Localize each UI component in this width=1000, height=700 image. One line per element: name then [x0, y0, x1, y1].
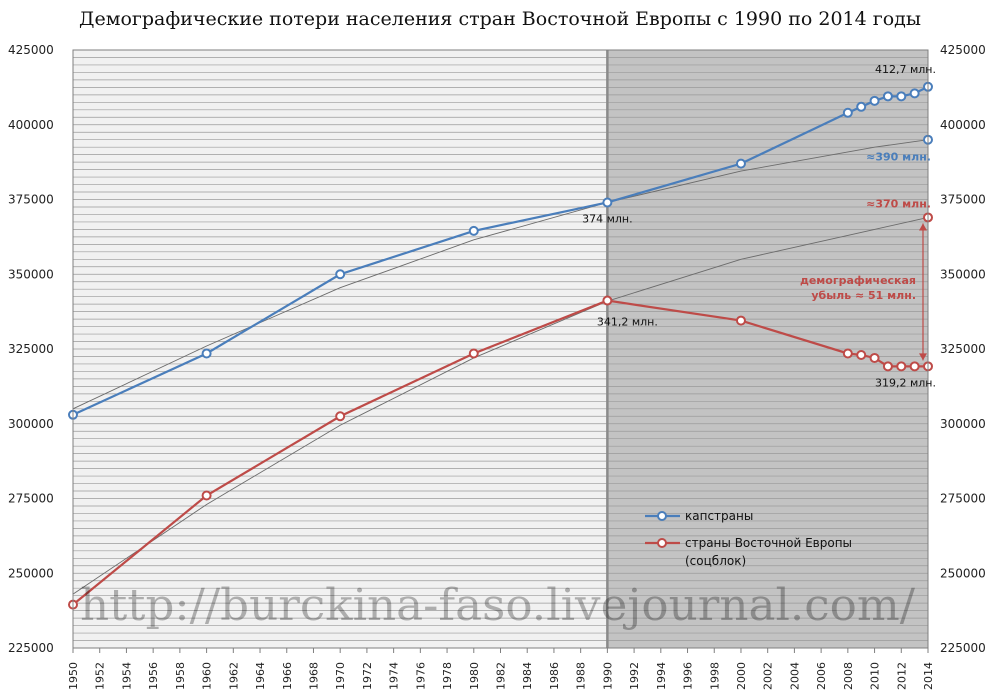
watermark-text: http://burckina-faso.livejournal.com/ [80, 580, 915, 631]
loss-arrow-head-top [919, 223, 927, 231]
x-tick-label: 1992 [628, 662, 641, 690]
y-tick-label-right: 300000 [940, 417, 986, 431]
legend-swatch-marker [657, 511, 667, 521]
data-point [909, 88, 920, 99]
data-point [856, 349, 867, 360]
y-tick-label-right: 275000 [940, 492, 986, 506]
data-point [856, 101, 867, 112]
data-point [335, 411, 346, 422]
data-point [602, 295, 613, 306]
legend-label: капстраны [685, 509, 753, 523]
y-tick-label-left: 300000 [8, 417, 54, 431]
y-tick-label-left: 350000 [8, 267, 54, 281]
x-tick-label: 1990 [601, 662, 614, 690]
x-tick-label: 1960 [201, 662, 214, 690]
legend-swatch-marker [657, 538, 667, 548]
y-tick-label-left: 325000 [8, 342, 54, 356]
y-tick-label-left: 250000 [8, 566, 54, 580]
x-tick-label: 1964 [254, 662, 267, 690]
legend-label: страны Восточной Европы [685, 536, 852, 550]
y-tick-label-right: 325000 [940, 342, 986, 356]
value-annotation: 341,2 млн. [597, 316, 658, 329]
trend-curve [72, 217, 929, 595]
x-tick-label: 1974 [388, 662, 401, 690]
data-point [735, 315, 746, 326]
data-point [882, 91, 893, 102]
x-tick-label: 1980 [468, 662, 481, 690]
x-tick-label: 2004 [788, 662, 801, 690]
y-tick-label-left: 225000 [8, 641, 54, 655]
x-tick-label: 1968 [307, 662, 320, 690]
y-tick-label-right: 400000 [940, 118, 986, 132]
data-point [882, 361, 893, 372]
x-tick-label: 2006 [815, 662, 828, 690]
x-tick-label: 1970 [334, 662, 347, 690]
data-point [869, 95, 880, 106]
x-tick-label: 1988 [575, 662, 588, 690]
data-point [201, 348, 212, 359]
y-tick-label-left: 275000 [8, 492, 54, 506]
data-point [896, 91, 907, 102]
y-tick-label-left: 425000 [8, 43, 54, 57]
projection-label: ≈390 млн. [866, 151, 931, 164]
y-tick-label-left: 400000 [8, 118, 54, 132]
data-point [602, 197, 613, 208]
x-tick-label: 1994 [655, 662, 668, 690]
y-tick-label-right: 225000 [940, 641, 986, 655]
data-point [909, 361, 920, 372]
x-tick-label: 1966 [281, 662, 294, 690]
x-tick-label: 1996 [682, 662, 695, 690]
x-tick-label: 1972 [361, 662, 374, 690]
data-point [869, 352, 880, 363]
y-tick-label-right: 250000 [940, 566, 986, 580]
data-point [896, 361, 907, 372]
x-tick-label: 1984 [521, 662, 534, 690]
y-tick-label-left: 375000 [8, 193, 54, 207]
y-tick-label-right: 425000 [940, 43, 986, 57]
chart-title: Демографические потери населения стран В… [79, 8, 921, 30]
loss-arrow-head-bottom [919, 353, 927, 361]
data-point [842, 107, 853, 118]
data-point [335, 269, 346, 280]
x-tick-label: 1978 [441, 662, 454, 690]
projection-label: ≈370 млн. [866, 197, 931, 210]
value-annotation: 412,7 млн. [875, 63, 936, 76]
x-tick-label: 1952 [94, 662, 107, 690]
x-tick-label: 2012 [895, 662, 908, 690]
legend-label: (соцблок) [685, 554, 746, 568]
loss-label: демографическая [800, 274, 916, 287]
trend-curve [72, 139, 929, 410]
value-annotation: 374 млн. [582, 212, 633, 225]
x-tick-label: 2014 [922, 662, 935, 690]
x-tick-label: 1950 [67, 662, 80, 690]
x-tick-label: 1982 [495, 662, 508, 690]
x-tick-label: 1976 [414, 662, 427, 690]
data-point [735, 158, 746, 169]
data-point [468, 348, 479, 359]
x-tick-label: 1956 [147, 662, 160, 690]
x-tick-label: 2008 [842, 662, 855, 690]
value-annotation: 319,2 млн. [875, 376, 936, 389]
x-tick-label: 2000 [735, 662, 748, 690]
y-tick-label-right: 350000 [940, 267, 986, 281]
loss-label: убыль ≈ 51 млн. [811, 289, 916, 302]
x-tick-label: 1954 [120, 662, 133, 690]
y-tick-label-right: 375000 [940, 193, 986, 207]
x-tick-label: 2010 [869, 662, 882, 690]
data-point [468, 225, 479, 236]
x-tick-label: 1986 [548, 662, 561, 690]
data-point [201, 490, 212, 501]
data-point [842, 348, 853, 359]
x-tick-label: 1962 [227, 662, 240, 690]
x-tick-label: 2002 [762, 662, 775, 690]
x-tick-label: 1998 [708, 662, 721, 690]
x-tick-label: 1958 [174, 662, 187, 690]
